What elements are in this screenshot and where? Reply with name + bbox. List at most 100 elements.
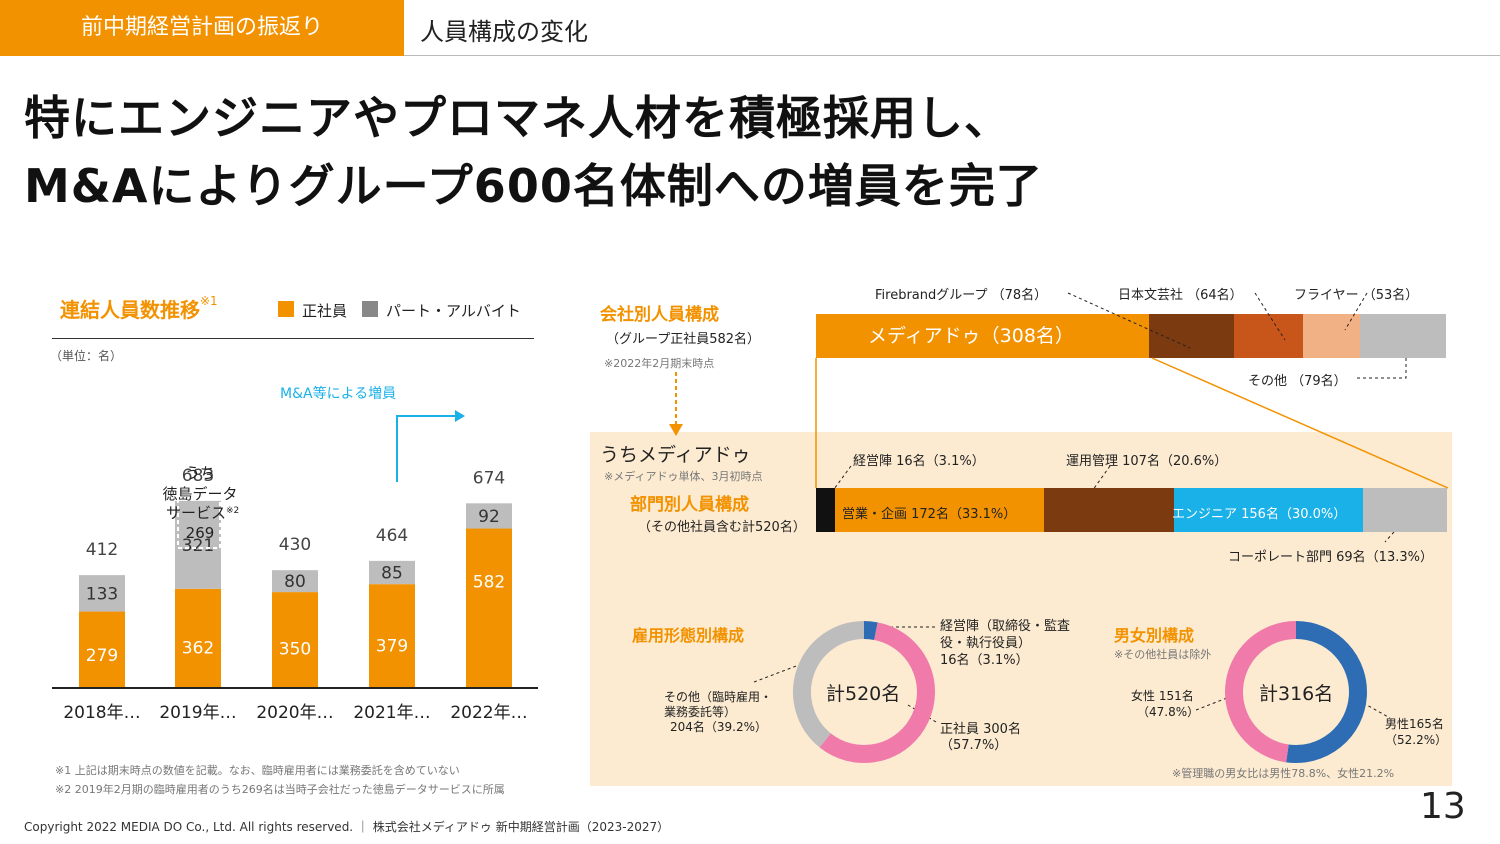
footnote-1: ※1 上記は期末時点の数値を記載。なお、臨時雇用者には業務委託を含めていない — [55, 764, 460, 777]
mna-annotation: M&A等による増員 — [280, 385, 396, 402]
employment-label-executives: 経営陣（取締役・監査 役・執行役員） 16名（3.1%） — [940, 619, 1071, 668]
legend-swatch-part-time — [362, 301, 378, 317]
total-label: 674 — [473, 468, 505, 488]
bar-part-time — [79, 575, 125, 612]
others-label: その他 （79名） — [1248, 374, 1347, 389]
section-tag: 前中期経営計画の振返り — [0, 0, 404, 56]
total-label: 683 — [182, 466, 214, 486]
svg-text:うち: うち — [185, 464, 215, 482]
value-label-part-time: 85 — [381, 564, 403, 584]
dept-label-sales: 営業・企画 172名（33.1%） — [842, 507, 1017, 522]
x-tick-label: 2018年… — [63, 703, 140, 723]
dept-composition-subtitle: （その他社員含む計520名） — [638, 520, 806, 535]
dept-bar — [816, 488, 1447, 532]
headline-line-1: 特にエンジニアやプロマネ人材を積極採用し、 — [24, 91, 1011, 145]
bar-segment — [1363, 488, 1447, 532]
bar-segment — [1173, 488, 1364, 532]
consolidated-headcount-chart: 279 133 412 2018年… 362 321 683 2019年… 350 80 430 20… — [52, 385, 538, 723]
gender-title: 男女別構成 — [1114, 626, 1195, 645]
company-bar — [816, 314, 1446, 358]
nihonbungeisha-label: 日本文芸社 （64名） — [1118, 288, 1243, 303]
employment-donut-center: 計520名 — [826, 683, 901, 705]
donut-slice — [1286, 621, 1367, 763]
donut-slice — [863, 621, 878, 641]
gender-donut-center: 計316名 — [1259, 683, 1334, 705]
bar-regular — [369, 584, 415, 688]
page-number: 13 — [1420, 786, 1466, 827]
value-label-part-time: 321 — [182, 536, 214, 556]
employment-donut — [793, 621, 935, 763]
x-tick-label: 2019年… — [159, 703, 236, 723]
section-subtitle: 人員構成の変化 — [420, 18, 588, 46]
dept-label-operations: 運用管理 107名（20.6%） — [1066, 454, 1228, 469]
total-label: 430 — [279, 535, 311, 555]
bar-segment — [816, 488, 836, 532]
company-composition-note: ※2022年2月期末時点 — [604, 357, 715, 370]
gender-note: ※その他社員は除外 — [1114, 648, 1212, 661]
svg-text:徳島データ: 徳島データ — [162, 485, 237, 503]
flier-label: フライヤー （53名） — [1294, 288, 1419, 303]
value-label-regular: 350 — [279, 639, 311, 659]
copyright: Copyright 2022 MEDIA DO Co., Ltd. All ri… — [24, 820, 670, 834]
value-label-part-time: 92 — [478, 507, 500, 527]
bar-regular — [272, 592, 318, 688]
mna-arrow-line — [396, 415, 455, 482]
legend-label-regular: 正社員 — [302, 302, 348, 320]
total-label: 412 — [86, 540, 118, 560]
dept-composition-title: 部門別人員構成 — [630, 495, 749, 515]
bar-part-time — [369, 560, 415, 585]
company-composition-title: 会社別人員構成 — [600, 305, 719, 325]
headline-line-2: M&Aによりグループ600名体制への増員を完了 — [24, 159, 1043, 213]
value-label-regular: 362 — [182, 638, 214, 658]
bar-segment — [1233, 314, 1304, 358]
value-label-regular: 279 — [86, 646, 118, 666]
donut-slice — [1225, 621, 1297, 763]
management-gender-note: ※管理職の男女比は男性78.8%、女性21.2% — [1172, 767, 1395, 780]
employment-label-regular: 正社員 300名 （57.7%） — [940, 722, 1021, 753]
unit-label: （単位：名） — [50, 349, 123, 363]
dept-label-engineers: エンジニア 156名（30.0%） — [1172, 507, 1347, 522]
bar-segment — [816, 314, 1150, 358]
bar-part-time — [272, 570, 318, 593]
bar-part-time — [175, 500, 221, 589]
svg-text:269: 269 — [186, 524, 215, 542]
gender-label-male: 男性165名 （52.2%） — [1385, 717, 1448, 747]
value-label-part-time: 133 — [86, 584, 118, 604]
svg-text:※2: ※2 — [226, 506, 239, 516]
x-tick-label: 2021年… — [353, 703, 430, 723]
mediado-segment-label: メディアドゥ（308名） — [868, 325, 1074, 347]
value-label-regular: 582 — [473, 573, 505, 593]
firebrand-label: Firebrandグループ （78名） — [875, 288, 1048, 303]
x-tick-label: 2022年… — [450, 703, 527, 723]
footnote-2: ※2 2019年2月期の臨時雇用者のうち269名は当時子会社だった徳島データサー… — [55, 783, 505, 796]
dept-label-corporate: コーポレート部門 69名（13.3%） — [1228, 550, 1433, 565]
donut-slice — [793, 621, 865, 748]
x-tick-label: 2020年… — [256, 703, 333, 723]
mna-arrow-head — [455, 410, 465, 422]
value-label-part-time: 80 — [284, 572, 306, 592]
company-composition-subtitle: （グループ正社員582名） — [606, 332, 761, 347]
chart-title-rule — [52, 338, 534, 339]
employment-title: 雇用形態別構成 — [632, 626, 745, 645]
bar-segment — [1360, 314, 1446, 358]
bar-segment — [1303, 314, 1361, 358]
bar-part-time — [466, 503, 512, 529]
consolidated-chart-title: 連結人員数推移※1 — [60, 294, 218, 322]
header-divider — [404, 55, 1500, 56]
bar-regular — [79, 611, 125, 688]
svg-text:サービス: サービス — [166, 504, 226, 522]
mediado-panel-title: うちメディアドゥ — [600, 444, 751, 466]
total-label: 464 — [376, 526, 408, 546]
tokushima-box: うち 徳島データ サービス ※2 269 — [162, 459, 239, 549]
legend-label-part-time: パート・アルバイト — [386, 302, 521, 320]
gender-label-female: 女性 151名 （47.8%） — [1131, 689, 1200, 719]
donut-slice — [819, 622, 935, 763]
bar-segment — [835, 488, 1045, 532]
gender-donut — [1225, 621, 1367, 763]
dept-label-executives: 経営陣 16名（3.1%） — [853, 454, 985, 469]
legend-swatch-regular — [278, 301, 294, 317]
bar-segment — [1044, 488, 1174, 532]
value-label-regular: 379 — [376, 637, 408, 657]
bar-regular — [466, 528, 512, 688]
employment-label-others: その他（臨時雇用・ 業務委託等） 204名（39.2%） — [664, 690, 773, 734]
